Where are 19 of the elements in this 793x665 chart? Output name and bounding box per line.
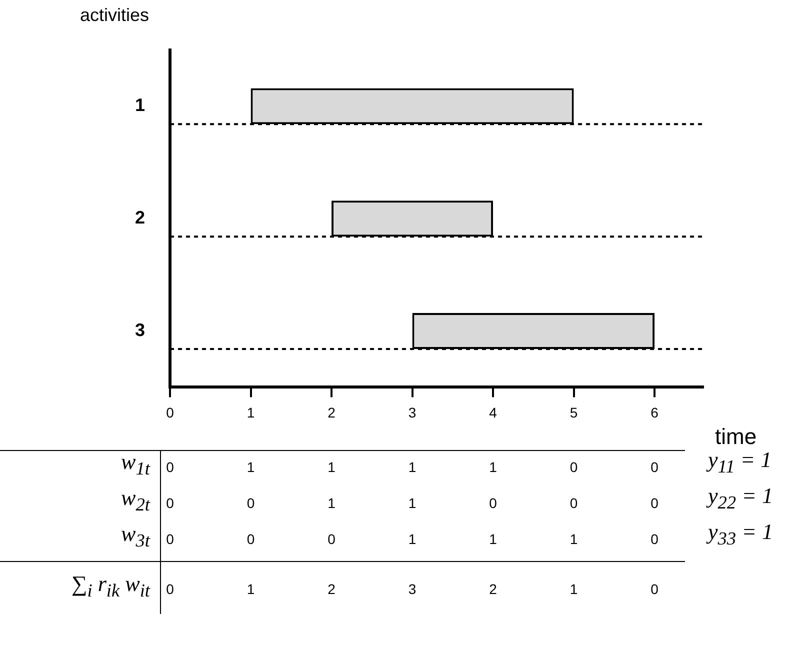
- x-tick-label: 4: [489, 404, 498, 420]
- x-tick-label: 6: [650, 404, 659, 420]
- x-tick-label: 2: [328, 404, 336, 420]
- text: y$_{33}$ = 1: [708, 519, 773, 550]
- x-tick-label: 3: [408, 404, 416, 420]
- x-tick-label: 1: [246, 404, 255, 420]
- text: w$_{3t}$ 0 0 0 1 1 1 0: [121, 521, 658, 550]
- y-tick-label: 1: [134, 95, 146, 116]
- y-axis-title: activities: [80, 5, 150, 26]
- text: w$_{2t}$ 0 0 1 1 0 0 0: [121, 485, 658, 514]
- x-tick-label: 0: [166, 404, 174, 420]
- y-tick-label: 3: [134, 320, 146, 340]
- text: w$_{1t}$ 0 1 1 1 1 0 0: [121, 449, 658, 478]
- y-tick-label: 2: [134, 208, 146, 228]
- text: y$_{22}$ = 1: [708, 483, 773, 514]
- x-axis-title: time: [715, 424, 757, 450]
- x-tick-label: 5: [570, 404, 578, 420]
- text: ∑$_{i}$ r$_{ik}$ w$_{it}$ 0 1 2 3 2 1 0: [72, 571, 658, 600]
- text: y$_{11}$ = 1: [708, 447, 772, 478]
